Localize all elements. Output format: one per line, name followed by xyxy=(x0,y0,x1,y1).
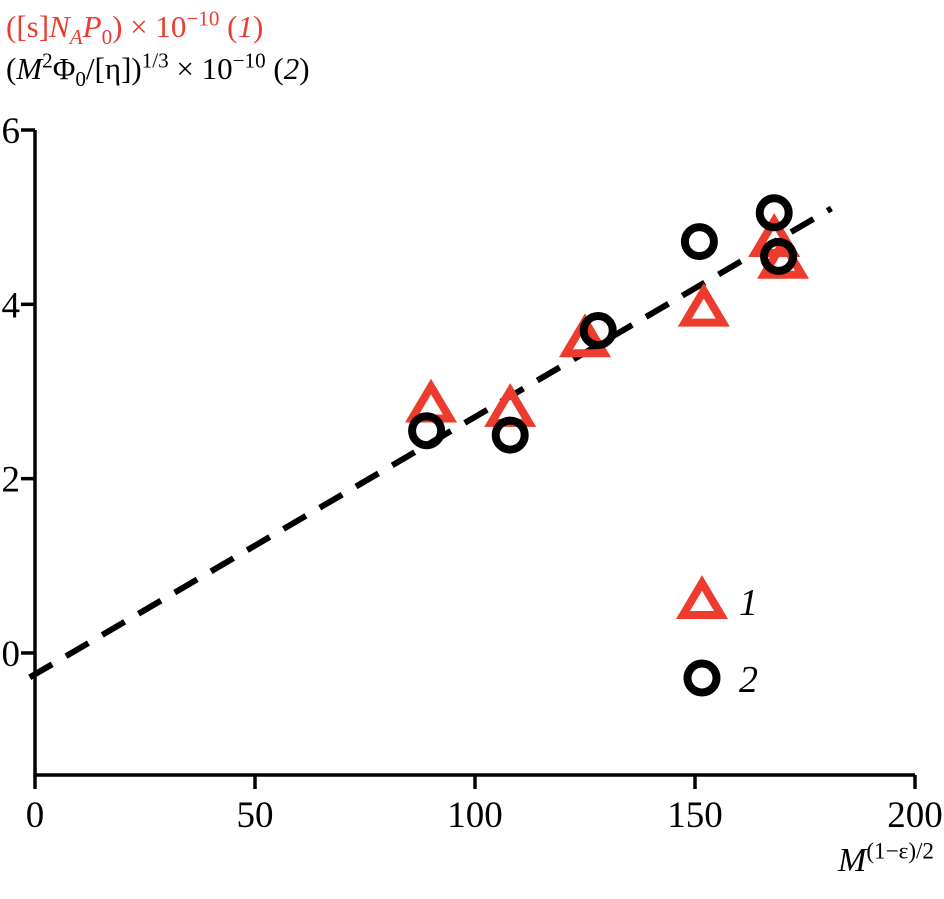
y-tick-label: 0 xyxy=(2,634,21,675)
chart-title-line-1: ([s]NAP0) × 10−10 (1) xyxy=(6,6,264,50)
x-axis-label: M(1−ε)/2 xyxy=(838,838,934,879)
triangle-marker xyxy=(677,282,730,327)
y-tick-label: 2 xyxy=(2,460,21,501)
circle-marker xyxy=(755,194,793,232)
circle-marker xyxy=(491,416,529,454)
x-tick-label: 100 xyxy=(447,795,503,836)
triangle-marker xyxy=(675,575,729,619)
circle-marker xyxy=(683,659,721,697)
circle-marker xyxy=(680,223,718,261)
y-tick-label: 4 xyxy=(2,285,21,326)
legend-label-2: 2 xyxy=(739,659,758,701)
circle-marker xyxy=(579,311,617,349)
x-tick-label: 150 xyxy=(667,795,723,836)
chart-title: ([s]NAP0) × 10−10 (1) (M2Φ0/[η])1/3 × 10… xyxy=(6,6,310,90)
x-tick-label: 50 xyxy=(237,795,274,836)
circle-marker xyxy=(408,412,446,450)
triangle-marker xyxy=(558,313,612,358)
y-tick-label: 6 xyxy=(2,111,21,152)
legend-label-1: 1 xyxy=(739,582,758,624)
circle-marker xyxy=(760,237,798,275)
chart-title-line-2: (M2Φ0/[η])1/3 × 10−10 (2) xyxy=(6,48,310,92)
x-tick-label: 200 xyxy=(887,795,943,836)
x-tick-label: 0 xyxy=(26,795,45,836)
